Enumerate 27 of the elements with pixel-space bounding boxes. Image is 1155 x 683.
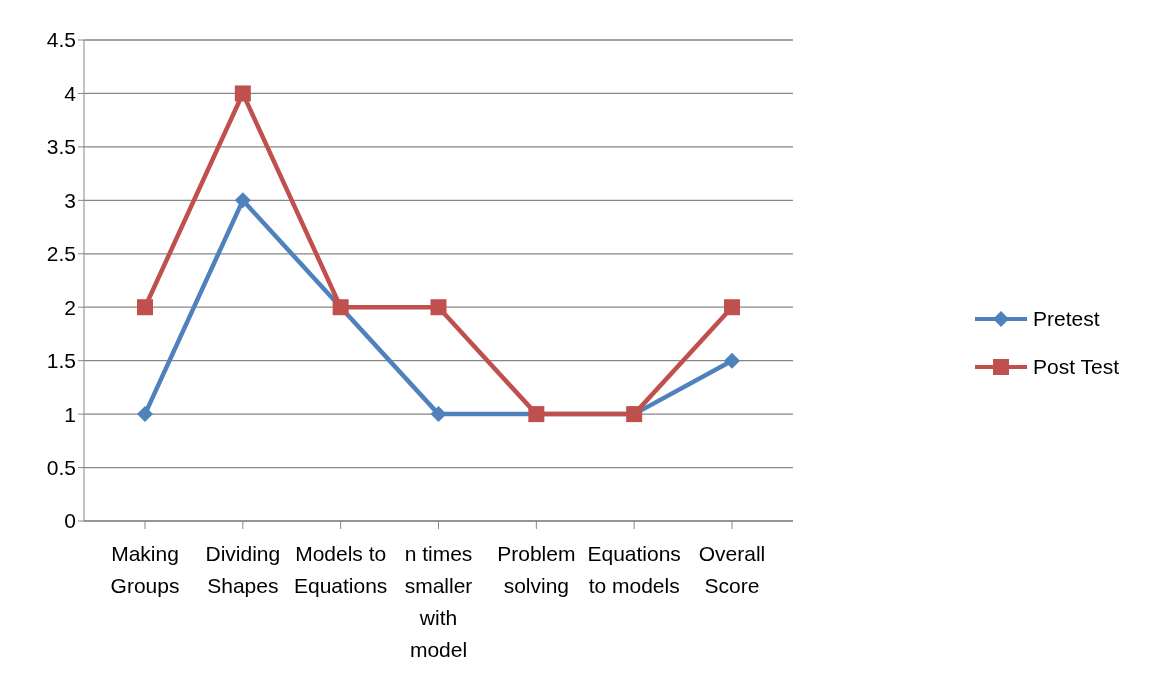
y-tick-label: 2 (64, 295, 76, 319)
y-tick-label: 2.5 (46, 242, 76, 266)
x-tick-label: Dividing Shapes (205, 542, 281, 597)
y-tick-label: 3.5 (46, 135, 76, 159)
x-tick-label: Overall Score (698, 542, 766, 597)
x-tick-label: Equations to models (587, 542, 681, 597)
point (234, 192, 251, 209)
y-tick-label: 1 (64, 402, 76, 426)
y-tick-label: 1.5 (46, 349, 76, 373)
point (234, 85, 251, 102)
point (724, 299, 740, 316)
x-tick-label: n times smaller with model (404, 542, 473, 661)
point (724, 352, 740, 369)
y-tick-label: 4.5 (46, 28, 76, 52)
legend-label: Post Test (1033, 355, 1119, 379)
point (430, 406, 447, 423)
y-tick-label: 0 (64, 509, 76, 533)
legend-label: Pretest (1033, 307, 1100, 331)
y-tick-label: 3 (64, 188, 76, 212)
point (137, 406, 153, 423)
y-tick-label: 4 (64, 81, 77, 105)
x-tick-label: Problem solving (497, 542, 576, 597)
point (137, 299, 153, 316)
point (430, 299, 447, 316)
x-tick-label: Models to Equations (293, 542, 388, 597)
x-tick-label: Making Groups (110, 542, 180, 597)
y-tick-label: 0.5 (46, 456, 76, 480)
